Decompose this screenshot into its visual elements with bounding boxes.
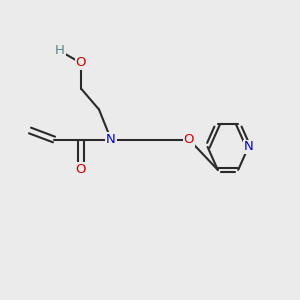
Text: N: N	[106, 133, 116, 146]
Text: H: H	[55, 44, 65, 58]
Text: O: O	[76, 163, 86, 176]
Text: N: N	[244, 140, 253, 154]
Text: O: O	[184, 133, 194, 146]
Text: O: O	[76, 56, 86, 70]
